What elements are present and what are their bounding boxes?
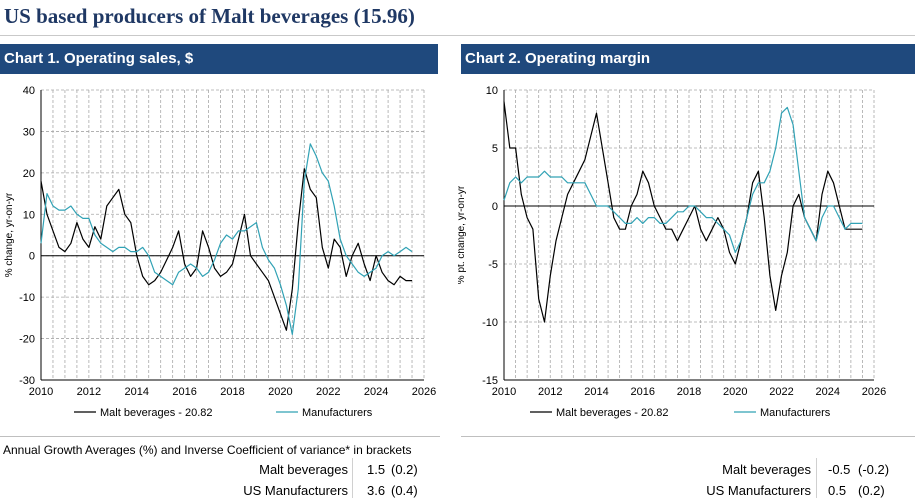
chart1-ytick-label: 40 <box>23 85 35 97</box>
stats-heading: Annual Growth Averages (%) and Inverse C… <box>3 443 412 457</box>
stats-chart1-icv: (0.2) <box>391 462 418 477</box>
chart2-xtick-label: 2014 <box>584 386 608 398</box>
chart1-ytick-label: 30 <box>23 126 35 138</box>
chart2-xtick-label: 2016 <box>631 386 655 398</box>
chart1-ytick-label: -30 <box>19 375 35 387</box>
chart1-ylabel: % change, yr-on-yr <box>4 192 15 277</box>
chart1-ytick-label: 0 <box>29 251 35 263</box>
chart1-series-manufacturers <box>40 143 413 335</box>
chart2-series-manufacturers <box>503 106 863 253</box>
chart2-header: Chart 2. Operating margin <box>461 44 915 74</box>
chart1-xtick-label: 2024 <box>364 386 388 398</box>
stats-row-label: Malt beverages <box>722 462 811 477</box>
chart1-xtick-label: 2026 <box>412 386 436 398</box>
chart2-series-malt-beverages <box>503 101 863 323</box>
stats-chart1-icv: (0.4) <box>391 483 418 498</box>
chart2-ytick-label: 10 <box>486 85 498 97</box>
chart2-ytick-label: -15 <box>482 375 498 387</box>
chart1-header: Chart 1. Operating sales, $ <box>0 44 438 74</box>
chart2-xtick-label: 2020 <box>723 386 747 398</box>
chart1-xtick-label: 2012 <box>77 386 101 398</box>
stats-chart2-value: -0.5 <box>828 462 851 477</box>
chart2-ytick-label: -5 <box>488 259 498 271</box>
chart1-ytick-label: -10 <box>19 292 35 304</box>
chart2-ytick-label: 5 <box>492 143 498 155</box>
page-title: US based producers of Malt beverages (15… <box>4 4 415 28</box>
chart2-xtick-label: 2022 <box>769 386 793 398</box>
stats-chart2-icv: (-0.2) <box>858 462 890 477</box>
chart1-xtick-label: 2022 <box>316 386 340 398</box>
chart2-xtick-label: 2012 <box>538 386 562 398</box>
stats-chart1-value: 1.5 <box>367 462 386 477</box>
title-divider <box>0 35 915 36</box>
chart2-legend-label: Manufacturers <box>760 407 831 419</box>
chart2-xtick-label: 2026 <box>862 386 886 398</box>
chart2-legend-label: Malt beverages - 20.82 <box>556 407 669 419</box>
stats-column-divider <box>352 458 353 498</box>
chart2-ylabel: % pt. change, yr-on-yr <box>458 185 467 284</box>
stats-row-label: US Manufacturers <box>706 483 811 498</box>
chart2-ytick-label: -10 <box>482 317 498 329</box>
chart2-ytick-label: 0 <box>492 201 498 213</box>
chart1-xtick-label: 2016 <box>172 386 196 398</box>
stats-divider-left <box>0 436 440 437</box>
chart2-xtick-label: 2018 <box>677 386 701 398</box>
chart1-xtick-label: 2010 <box>29 386 53 398</box>
chart1-xtick-label: 2018 <box>220 386 244 398</box>
chart1-xtick-label: 2020 <box>268 386 292 398</box>
chart1-legend-label: Malt beverages - 20.82 <box>100 407 213 419</box>
chart1-ytick-label: 20 <box>23 168 35 180</box>
stats-chart2-icv: (0.2) <box>858 483 885 498</box>
stats-chart1-value: 3.6 <box>367 483 386 498</box>
chart1-ytick-label: 10 <box>23 209 35 221</box>
chart1-xtick-label: 2014 <box>125 386 149 398</box>
chart1-series-malt-beverages <box>40 168 412 331</box>
stats-column-divider-right <box>816 458 817 498</box>
chart1-ytick-label: -20 <box>19 334 35 346</box>
stats-chart2-value: 0.5 <box>828 483 847 498</box>
stats-row-label: Malt beverages <box>259 462 348 477</box>
stats-divider-right <box>461 436 915 437</box>
chart1-legend-label: Manufacturers <box>302 407 373 419</box>
chart2-xtick-label: 2010 <box>492 386 516 398</box>
chart2-xtick-label: 2024 <box>816 386 840 398</box>
stats-row-label: US Manufacturers <box>243 483 348 498</box>
